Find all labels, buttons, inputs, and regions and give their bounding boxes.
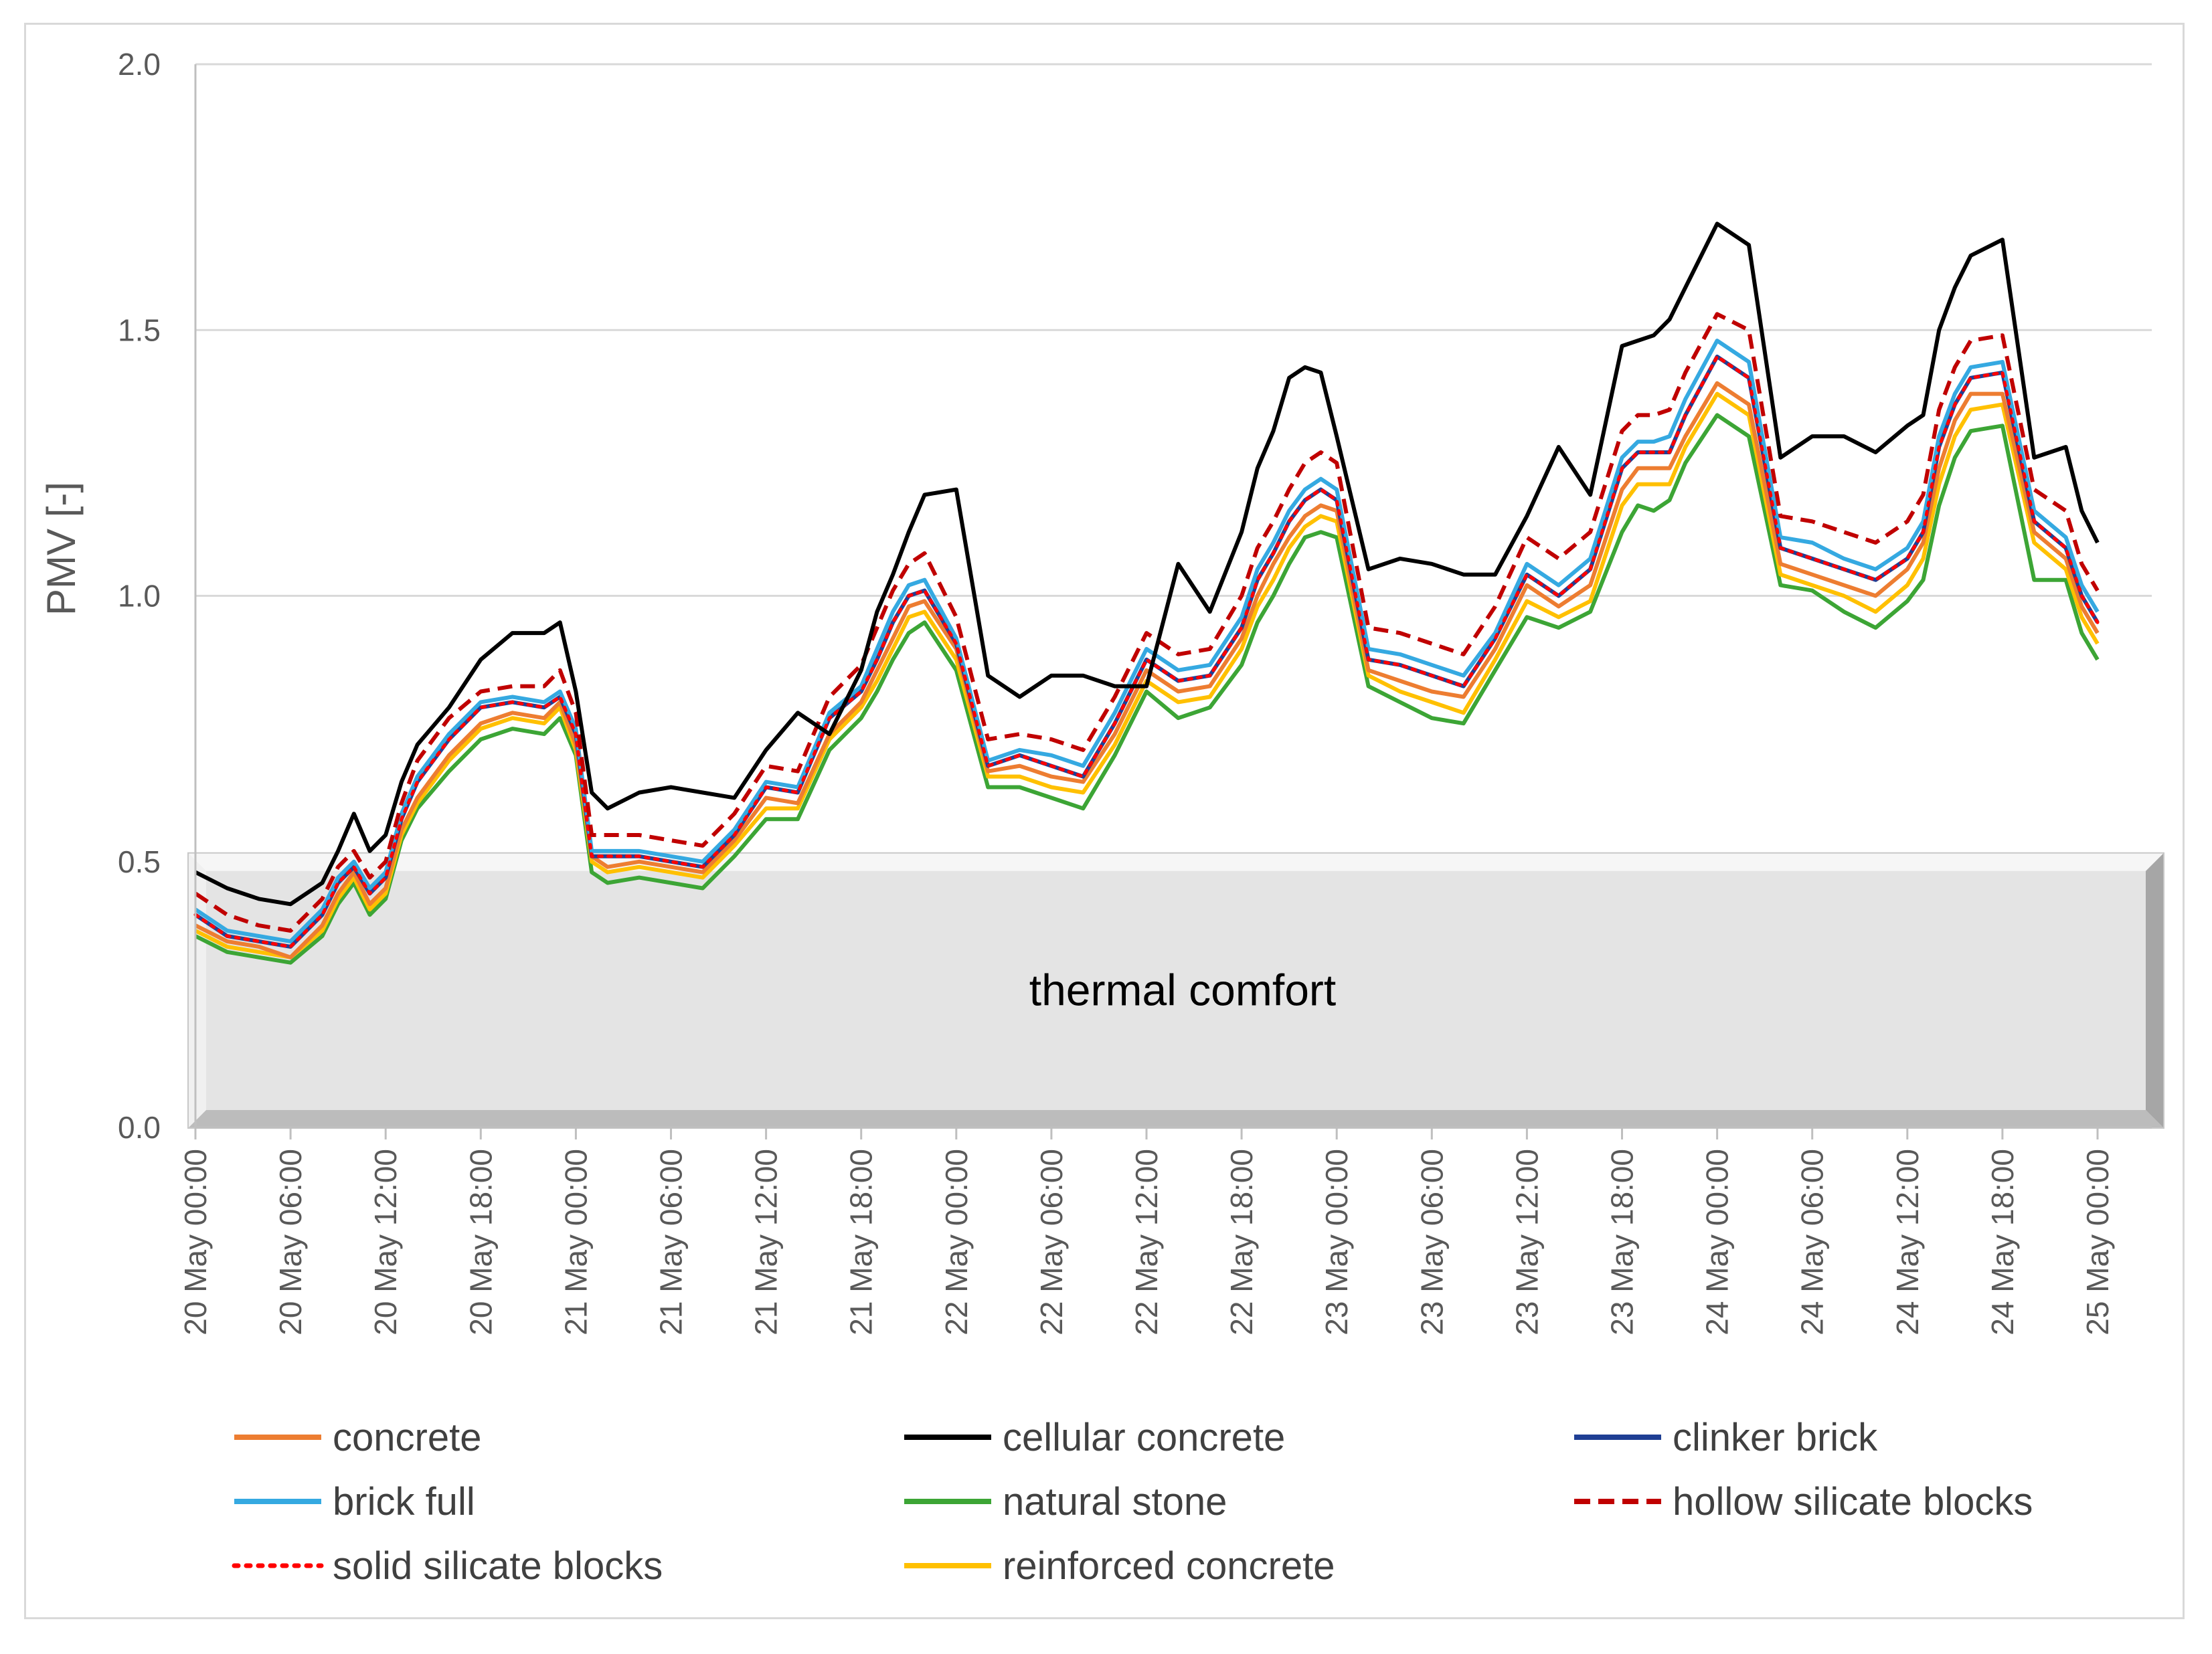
legend-label: reinforced concrete xyxy=(1003,1544,1335,1588)
series-lines xyxy=(193,221,2100,965)
legend-label: concrete xyxy=(333,1416,481,1459)
band-bevel-top xyxy=(189,853,2163,871)
x-tick-label: 21 May 12:00 xyxy=(749,1149,784,1336)
x-tick-label: 24 May 18:00 xyxy=(1985,1149,2020,1336)
series-line-hollow-silicate-blocks xyxy=(194,312,2100,933)
legend: concrete cellular concrete clinker brick br… xyxy=(232,1416,2033,1588)
x-tick-label: 21 May 18:00 xyxy=(844,1149,879,1336)
band-bevel-left xyxy=(189,853,206,1127)
x-tick-label: 24 May 12:00 xyxy=(1890,1149,1925,1336)
series-line-brick-full xyxy=(194,339,2100,943)
thermal-comfort-label: thermal comfort xyxy=(1029,965,1336,1014)
x-tick-label: 23 May 06:00 xyxy=(1414,1149,1449,1336)
y-tick-label: 1.0 xyxy=(118,579,161,614)
x-tick-label: 24 May 06:00 xyxy=(1795,1149,1830,1336)
legend-label: natural stone xyxy=(1003,1480,1227,1524)
series-line-cellular-concrete xyxy=(194,221,2100,907)
axes: 0.0 0.5 1.0 1.5 2.0 20 May 00:00 20 May 06:00 2… xyxy=(118,47,2152,1336)
series-line-natural-stone xyxy=(194,413,2100,965)
x-tick-label: 20 May 00:00 xyxy=(178,1149,213,1336)
legend-label: cellular concrete xyxy=(1003,1416,1285,1459)
x-tick-label: 25 May 00:00 xyxy=(2080,1149,2115,1336)
x-tick-label: 21 May 06:00 xyxy=(654,1149,689,1336)
x-tick-label: 22 May 18:00 xyxy=(1224,1149,1259,1336)
series-line-concrete xyxy=(194,381,2100,959)
x-tick-label: 22 May 12:00 xyxy=(1129,1149,1164,1336)
band-bevel-bottom xyxy=(189,1110,2163,1127)
y-tick-label: 2.0 xyxy=(118,47,161,82)
legend-label: hollow silicate blocks xyxy=(1673,1480,2033,1524)
x-tick-label: 20 May 12:00 xyxy=(368,1149,403,1336)
x-tick-label: 23 May 00:00 xyxy=(1319,1149,1354,1336)
x-tick-label: 24 May 00:00 xyxy=(1700,1149,1735,1336)
y-tick-label: 1.5 xyxy=(118,312,161,347)
x-tick-label: 21 May 00:00 xyxy=(558,1149,593,1336)
x-tick-label: 20 May 06:00 xyxy=(273,1149,308,1336)
series-line-reinforced-concrete xyxy=(194,391,2100,959)
series-line-solid-silicate-blocks xyxy=(193,355,2100,949)
x-tick-label: 23 May 18:00 xyxy=(1605,1149,1640,1336)
legend-label: clinker brick xyxy=(1673,1416,1878,1459)
legend-label: solid silicate blocks xyxy=(333,1544,663,1588)
band-bevel-right xyxy=(2146,853,2163,1127)
y-tick-label: 0.5 xyxy=(118,844,161,879)
x-tick-label: 23 May 12:00 xyxy=(1509,1149,1544,1336)
y-tick-label: 0.0 xyxy=(118,1110,161,1145)
y-axis-label: PMV [-] xyxy=(39,482,84,616)
chart-frame xyxy=(24,23,2185,1619)
legend-label: brick full xyxy=(333,1480,475,1524)
x-tick-label: 22 May 06:00 xyxy=(1034,1149,1069,1336)
x-tick-label: 22 May 00:00 xyxy=(939,1149,974,1336)
grid-lines xyxy=(195,63,2152,863)
thermal-comfort-band: thermal comfort xyxy=(187,852,2164,1129)
x-tick-label: 20 May 18:00 xyxy=(463,1149,498,1336)
